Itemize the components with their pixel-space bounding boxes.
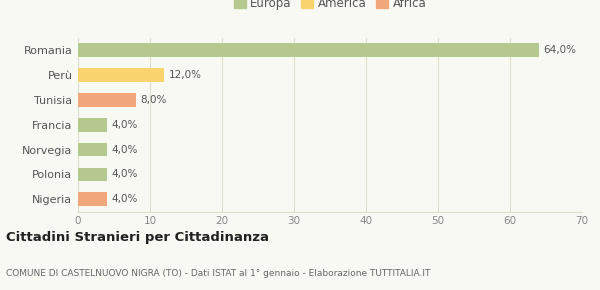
Text: 4,0%: 4,0%	[111, 169, 137, 180]
Legend: Europa, America, Africa: Europa, America, Africa	[232, 0, 428, 12]
Bar	[78, 168, 107, 181]
Bar	[78, 118, 107, 132]
Text: Cittadini Stranieri per Cittadinanza: Cittadini Stranieri per Cittadinanza	[6, 231, 269, 244]
Bar	[78, 93, 136, 107]
Bar	[78, 68, 164, 82]
Text: 64,0%: 64,0%	[543, 45, 576, 55]
Text: 4,0%: 4,0%	[111, 120, 137, 130]
Text: 12,0%: 12,0%	[169, 70, 202, 80]
Text: 8,0%: 8,0%	[140, 95, 166, 105]
Bar	[78, 143, 107, 156]
Text: COMUNE DI CASTELNUOVO NIGRA (TO) - Dati ISTAT al 1° gennaio - Elaborazione TUTTI: COMUNE DI CASTELNUOVO NIGRA (TO) - Dati …	[6, 269, 430, 278]
Bar	[78, 193, 107, 206]
Bar	[78, 43, 539, 57]
Text: 4,0%: 4,0%	[111, 194, 137, 204]
Text: 4,0%: 4,0%	[111, 144, 137, 155]
